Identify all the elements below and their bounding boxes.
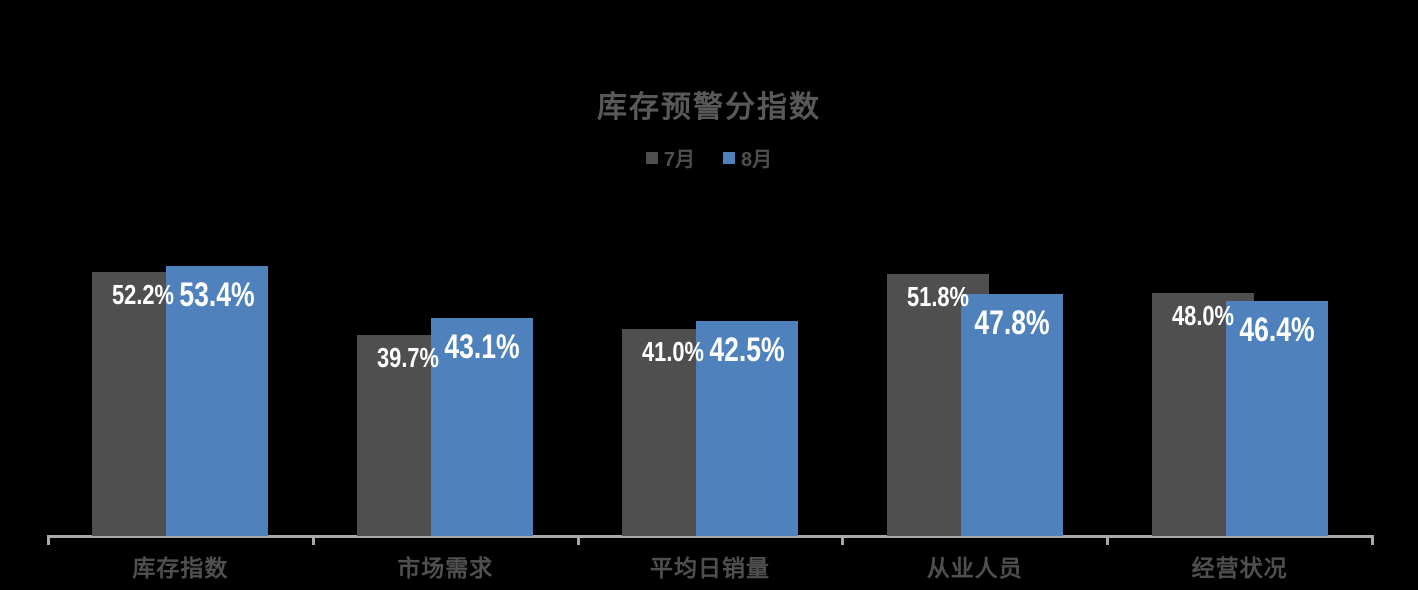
legend-item-august: 8月 xyxy=(723,143,772,172)
bar-value-august: 53.4% xyxy=(179,275,255,314)
axis-tick xyxy=(576,535,580,545)
legend-label-july: 7月 xyxy=(663,149,695,171)
legend-marker-july xyxy=(645,151,658,164)
category-label: 从业人员 xyxy=(926,555,1023,581)
bar-august-从业人员 xyxy=(960,294,1063,536)
legend-item-july: 7月 xyxy=(645,143,695,172)
x-axis-line xyxy=(48,535,1372,538)
bar-value-august: 43.1% xyxy=(444,327,520,366)
axis-tick xyxy=(841,535,845,545)
axis-tick xyxy=(47,535,50,545)
bar-value-july: 52.2% xyxy=(112,278,175,310)
legend: 7月 8月 xyxy=(0,143,1418,172)
bar-value-august: 47.8% xyxy=(974,304,1050,343)
bar-august-市场需求 xyxy=(431,317,534,536)
chart-title: 库存预警分指数 xyxy=(597,91,821,124)
category-label: 经营状况 xyxy=(1191,555,1288,581)
category-label: 库存指数 xyxy=(132,555,229,581)
bar-value-july: 41.0% xyxy=(642,335,704,367)
bar-value-july: 39.7% xyxy=(377,342,440,374)
bar-august-库存指数 xyxy=(166,265,269,536)
axis-tick xyxy=(1371,535,1374,545)
category-label: 市场需求 xyxy=(397,555,494,581)
bar-value-july: 51.8% xyxy=(906,280,969,312)
legend-marker-august xyxy=(723,151,735,164)
category-label: 平均日销量 xyxy=(649,555,770,581)
legend-label-august: 8月 xyxy=(741,149,773,171)
bar-value-july: 48.0% xyxy=(1171,300,1234,332)
bar-value-august: 42.5% xyxy=(709,330,785,369)
bar-value-august: 46.4% xyxy=(1238,311,1315,350)
bar-august-经营状况 xyxy=(1225,301,1328,536)
axis-tick xyxy=(311,535,315,545)
bar-august-平均日销量 xyxy=(696,320,798,536)
axis-tick xyxy=(1106,535,1110,545)
